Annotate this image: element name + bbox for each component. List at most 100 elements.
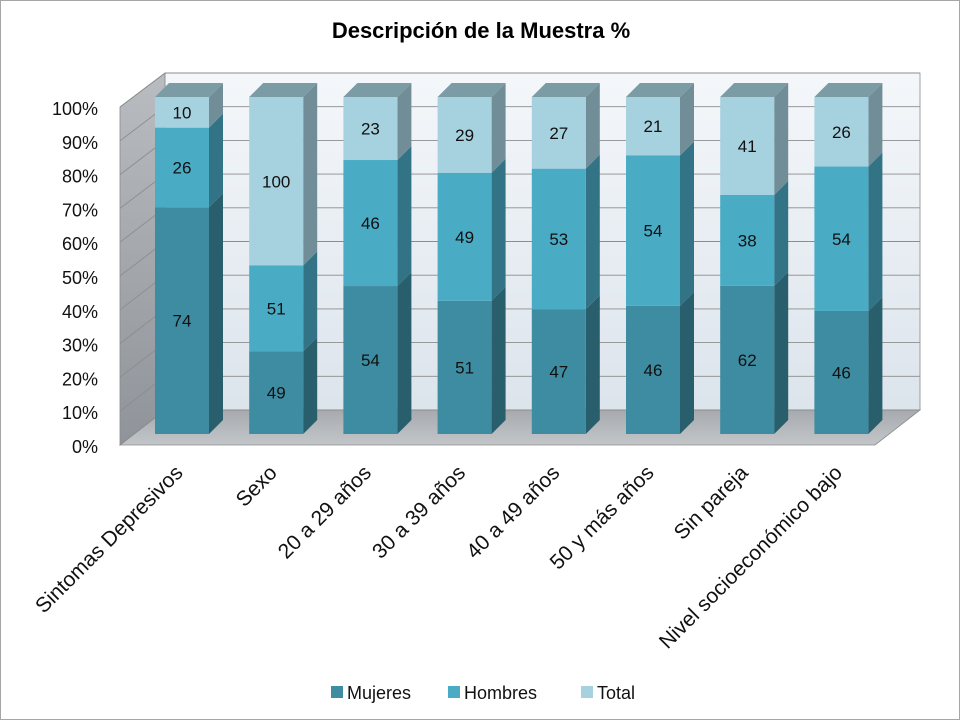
bar-segment-total: [720, 97, 775, 195]
bar-segment-total: [814, 97, 869, 167]
bar-segment-hombres: [155, 127, 209, 208]
legend-marker: [448, 686, 460, 698]
bars: [155, 83, 883, 434]
data-label-total: 29: [455, 126, 474, 145]
plot-walls: [118, 72, 922, 446]
legend-item-hombres: Hombres: [448, 683, 537, 703]
bar-segment-mujeres: [249, 351, 304, 434]
y-tick-label: 30%: [62, 336, 98, 356]
bar-side-total: [868, 83, 883, 167]
bar-side-total: [680, 83, 694, 156]
bar-segment-hombres: [437, 172, 492, 301]
bar-nivel-socioeconomico-bajo: [814, 83, 883, 434]
data-label-mujeres: 74: [173, 312, 192, 331]
bar-20-a-29-anos: [343, 83, 412, 434]
data-label-hombres: 54: [644, 222, 663, 241]
legend-marker: [331, 686, 343, 698]
bar-top-face: [626, 83, 694, 97]
bar-side-mujeres: [491, 286, 506, 434]
bar-top-face: [720, 83, 789, 97]
data-label-total: 26: [832, 123, 851, 142]
bar-segment-hombres: [720, 194, 775, 286]
bar-top-face: [249, 83, 318, 97]
data-label-mujeres: 47: [549, 363, 568, 382]
data-label-hombres: 38: [738, 231, 757, 250]
legend: Mujeres Hombres Total: [331, 683, 635, 703]
data-label-mujeres: 51: [455, 358, 474, 377]
bar-side-total: [774, 83, 789, 195]
bar-segment-mujeres: [531, 309, 586, 434]
data-label-total: 100: [262, 172, 290, 191]
data-label-hombres: 54: [832, 230, 851, 249]
bar-side-hombres: [209, 113, 223, 208]
chart-title: Descripción de la Muestra %: [332, 18, 630, 43]
bar-side-mujeres: [868, 296, 883, 434]
y-tick-label: 20%: [62, 369, 98, 389]
data-label-total: 21: [644, 117, 663, 136]
bar-segment-total: [155, 97, 209, 128]
bar-segment-hombres: [531, 168, 586, 310]
y-tick-label: 40%: [62, 302, 98, 322]
data-label-mujeres: 54: [361, 351, 380, 370]
bar-40-a-49-anos: [531, 83, 600, 434]
bar-segment-mujeres: [720, 285, 775, 434]
bar-segment-hombres: [814, 166, 869, 311]
y-tick-label: 70%: [62, 200, 98, 220]
data-label-hombres: 49: [455, 228, 474, 247]
bar-side-mujeres: [303, 337, 318, 434]
bar-segment-mujeres: [814, 310, 869, 434]
legend-marker: [581, 686, 593, 698]
data-label-mujeres: 62: [738, 351, 757, 370]
data-label-total: 41: [738, 137, 757, 156]
bar-top-face: [814, 83, 883, 97]
y-tick-label: 60%: [62, 234, 98, 254]
floor: [118, 409, 922, 446]
bar-side-hombres: [868, 152, 883, 311]
legend-label: Hombres: [464, 683, 537, 703]
legend-label: Total: [597, 683, 635, 703]
bar-top-face: [155, 83, 223, 97]
data-label-mujeres: 46: [832, 363, 851, 382]
y-tick-label: 90%: [62, 133, 98, 153]
y-tick-label: 50%: [62, 268, 98, 288]
bar-top-face: [437, 83, 506, 97]
bar-side-total: [491, 83, 506, 173]
data-label-total: 10: [173, 103, 192, 122]
bar-sintomas-depresivos: [155, 83, 223, 434]
data-label-hombres: 53: [549, 230, 568, 249]
bar-side-mujeres: [774, 271, 789, 434]
data-labels: 74 26 10 49 51 100 54 46 23 51 49 29 47 53 27 46 54 21 62 3…: [173, 103, 851, 402]
bar-sexo: [249, 83, 318, 434]
y-tick-label: 10%: [62, 403, 98, 423]
bar-segment-total: [531, 97, 586, 169]
bar-segment-total: [343, 97, 398, 161]
bar-50-y-mas-anos: [626, 83, 694, 434]
bar-side-mujeres: [209, 193, 223, 434]
y-tick-label: 0%: [72, 437, 98, 457]
bar-side-total: [397, 83, 412, 161]
gridline-side: [119, 72, 166, 108]
bar-side-total: [303, 83, 318, 266]
data-label-total: 23: [361, 120, 380, 139]
bar-segment-total: [437, 97, 492, 173]
bar-side-mujeres: [397, 272, 412, 434]
legend-item-total: Total: [581, 683, 635, 703]
bar-side-hombres: [491, 158, 506, 301]
y-axis: 0% 10% 20% 30% 40% 50% 60% 70% 80% 90% 100%: [52, 99, 98, 457]
bar-side-total: [585, 83, 600, 169]
data-label-mujeres: 49: [267, 384, 286, 403]
bar-segment-mujeres: [626, 305, 680, 434]
y-tick-label: 100%: [52, 99, 98, 119]
bar-segment-hombres: [249, 265, 304, 352]
bar-top-face: [531, 83, 600, 97]
bar-side-hombres: [585, 154, 600, 310]
data-label-total: 27: [549, 124, 568, 143]
data-label-hombres: 46: [361, 214, 380, 233]
bar-side-hombres: [680, 141, 694, 306]
bar-sin-pareja: [720, 83, 789, 434]
bar-side-total: [209, 83, 223, 128]
bar-segment-total: [626, 97, 680, 156]
bar-side-mujeres: [680, 291, 694, 434]
bar-segment-hombres: [343, 160, 398, 287]
